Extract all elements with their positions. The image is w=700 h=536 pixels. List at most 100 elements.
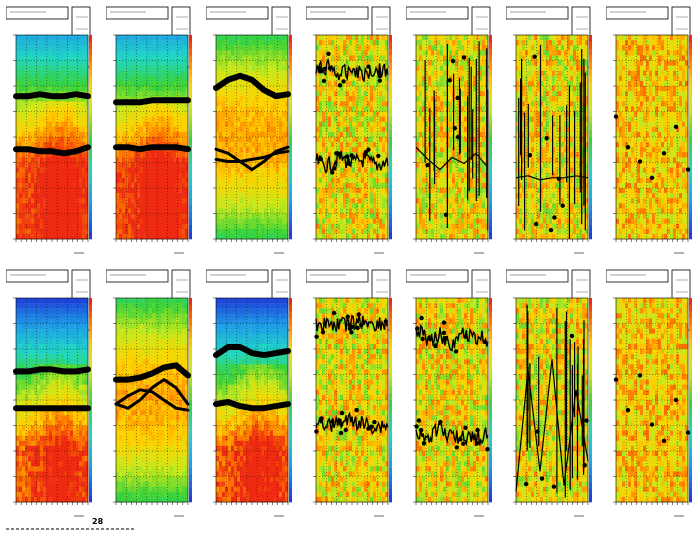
- heatmap-cell: [28, 127, 31, 132]
- heatmap-cell: [470, 188, 473, 193]
- heatmap-cell: [361, 55, 364, 60]
- heatmap-cell: [128, 224, 131, 229]
- heatmap-cell: [19, 71, 22, 76]
- heatmap-cell: [73, 127, 76, 132]
- heatmap-cell: [137, 214, 140, 219]
- heatmap-cell: [473, 50, 476, 55]
- heatmap-cell: [70, 219, 73, 224]
- heatmap-cell: [379, 112, 382, 117]
- heatmap-cell: [40, 81, 43, 86]
- heatmap-cell: [437, 203, 440, 208]
- heatmap-cell: [282, 224, 285, 229]
- heatmap-cell: [455, 224, 458, 229]
- heatmap-cell: [328, 112, 331, 117]
- color-scale-cell: [189, 62, 192, 69]
- heatmap-cell: [355, 193, 358, 198]
- heatmap-cell: [43, 178, 46, 183]
- heatmap-cell: [119, 86, 122, 91]
- heatmap-cell: [49, 178, 52, 183]
- heatmap-cell: [264, 234, 267, 239]
- heatmap-cell: [461, 35, 464, 40]
- heatmap-cell: [64, 137, 67, 142]
- heatmap-cell: [461, 122, 464, 127]
- heatmap-cell: [325, 122, 328, 127]
- heatmap-cell: [325, 173, 328, 178]
- color-scale-cell: [289, 55, 292, 62]
- heatmap-cell: [25, 55, 28, 60]
- heatmap-cell: [349, 45, 352, 50]
- heatmap-cell: [358, 35, 361, 40]
- heatmap-cell: [337, 112, 340, 117]
- heatmap-cell: [434, 61, 437, 66]
- heatmap-cell: [437, 76, 440, 81]
- heatmap-cell: [46, 234, 49, 239]
- heatmap-cell: [82, 214, 85, 219]
- heatmap-cell: [16, 40, 19, 45]
- heatmap-cell: [131, 112, 134, 117]
- heatmap-cell: [331, 101, 334, 106]
- heatmap-cell: [173, 127, 176, 132]
- heatmap-cell: [343, 122, 346, 127]
- heatmap-cell: [131, 208, 134, 213]
- heatmap-cell: [46, 173, 49, 178]
- heatmap-cell: [31, 132, 34, 137]
- heatmap-cell: [243, 112, 246, 117]
- heatmap-cell: [125, 117, 128, 122]
- heatmap-cell: [358, 117, 361, 122]
- heatmap-cell: [149, 188, 152, 193]
- heatmap-cell: [143, 168, 146, 173]
- heatmap-cell: [358, 96, 361, 101]
- heatmap-cell: [173, 106, 176, 111]
- heatmap-cell: [340, 45, 343, 50]
- heatmap-cell: [49, 50, 52, 55]
- heatmap-cell: [55, 86, 58, 91]
- heatmap-cell: [152, 214, 155, 219]
- heatmap-cell: [125, 137, 128, 142]
- heatmap-cell: [455, 178, 458, 183]
- heatmap-cell: [128, 163, 131, 168]
- heatmap-cell: [370, 40, 373, 45]
- heatmap-cell: [264, 40, 267, 45]
- heatmap-cell: [370, 137, 373, 142]
- heatmap-cell: [379, 35, 382, 40]
- color-scale-cell: [389, 89, 392, 96]
- heatmap-cell: [79, 40, 82, 45]
- heatmap-cell: [149, 61, 152, 66]
- heatmap-cell: [355, 229, 358, 234]
- heatmap-cell: [228, 208, 231, 213]
- heatmap-cell: [328, 35, 331, 40]
- heatmap-cell: [61, 208, 64, 213]
- heatmap-cell: [128, 188, 131, 193]
- heatmap-cell: [331, 157, 334, 162]
- heatmap-cell: [128, 168, 131, 173]
- heatmap-cell: [37, 208, 40, 213]
- heatmap-cell: [146, 198, 149, 203]
- heatmap-cell: [43, 35, 46, 40]
- heatmap-cell: [470, 61, 473, 66]
- heatmap-cell: [43, 224, 46, 229]
- heatmap-cell: [437, 198, 440, 203]
- heatmap-cell: [282, 122, 285, 127]
- heatmap-cell: [234, 234, 237, 239]
- heatmap-cell: [346, 203, 349, 208]
- heatmap-cell: [355, 127, 358, 132]
- heatmap-cell: [37, 76, 40, 81]
- heatmap-cell: [349, 101, 352, 106]
- heatmap-cell: [334, 229, 337, 234]
- heatmap-cell: [58, 71, 61, 76]
- heatmap-cell: [158, 173, 161, 178]
- color-scale-cell: [389, 42, 392, 49]
- heatmap-cell: [55, 101, 58, 106]
- heatmap-cell: [237, 66, 240, 71]
- heatmap-cell: [346, 81, 349, 86]
- track-point: [332, 166, 336, 170]
- heatmap-cell: [137, 198, 140, 203]
- heatmap-cell: [61, 214, 64, 219]
- heatmap-cell: [334, 208, 337, 213]
- heatmap-cell: [322, 219, 325, 224]
- heatmap-cell: [125, 214, 128, 219]
- heatmap-cell: [270, 137, 273, 142]
- heatmap-cell: [46, 122, 49, 127]
- heatmap-cell: [440, 198, 443, 203]
- heatmap-cell: [416, 55, 419, 60]
